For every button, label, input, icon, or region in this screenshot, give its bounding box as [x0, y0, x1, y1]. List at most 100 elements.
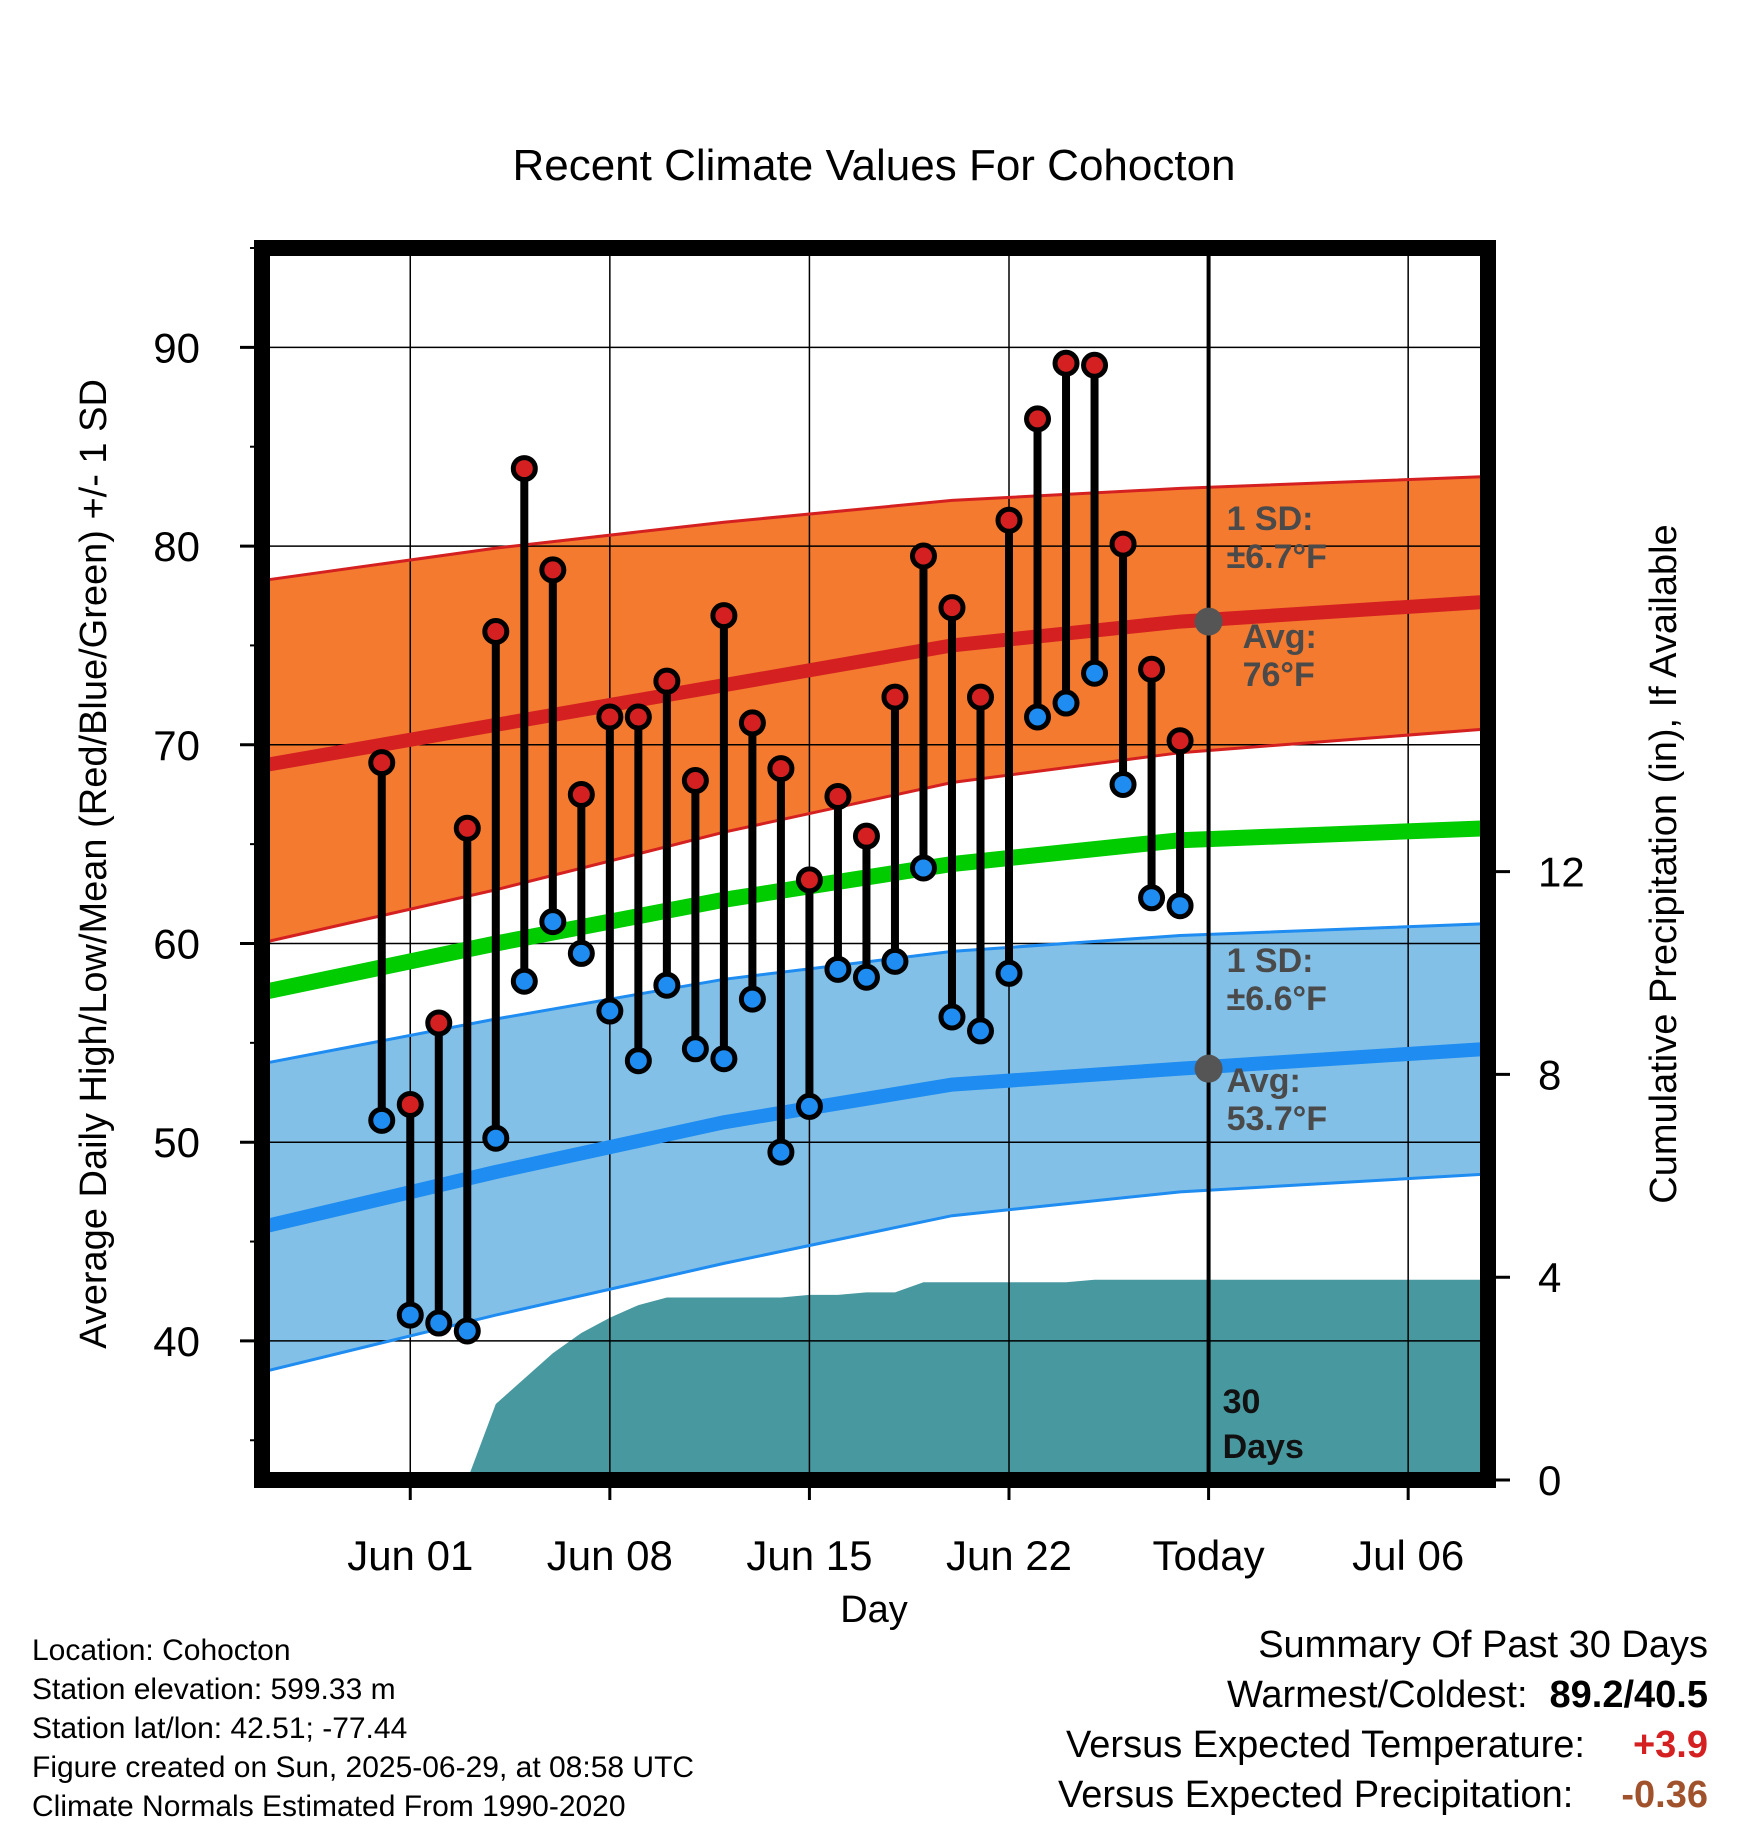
daily-high-point	[396, 1090, 424, 1118]
daily-high-point	[596, 703, 624, 731]
daily-low-point	[1024, 703, 1052, 731]
y-tick-label-left: 80	[153, 523, 200, 570]
daily-high-point	[909, 542, 937, 570]
daily-high-point	[425, 1009, 453, 1037]
x-tick-label: Jul 06	[1352, 1532, 1464, 1579]
daily-low-point	[995, 959, 1023, 987]
x-tick-label: Today	[1153, 1532, 1265, 1579]
y-tick-label-left: 70	[153, 722, 200, 769]
daily-low-point	[368, 1106, 396, 1134]
daily-low-point	[710, 1045, 738, 1073]
daily-high-point	[539, 556, 567, 584]
temp-label: Versus Expected Temperature:	[1066, 1724, 1585, 1766]
daily-low-point	[596, 997, 624, 1025]
y-tick-label-right: 4	[1538, 1254, 1561, 1301]
daily-low-point	[1052, 689, 1080, 717]
daily-high-point	[995, 506, 1023, 534]
daily-low-point	[824, 955, 852, 983]
summary-precipitation: Versus Expected Precipitation: -0.36	[1058, 1776, 1708, 1814]
daily-high-point	[1138, 655, 1166, 683]
elevation-text: Station elevation: 599.33 m	[32, 1673, 396, 1706]
average-low-line	[266, 1041, 1488, 1233]
high-sd-band	[267, 476, 1488, 942]
precip-label: Versus Expected Precipitation:	[1057, 1774, 1574, 1816]
summary-temperature: Versus Expected Temperature: +3.9	[1066, 1726, 1708, 1764]
daily-high-point	[881, 683, 909, 711]
warm-cold-value: 89.2/40.5	[1549, 1674, 1708, 1716]
today-low-avg-marker	[1194, 1054, 1223, 1083]
days-label-text: Days	[1223, 1428, 1304, 1466]
daily-high-point	[1166, 727, 1194, 755]
daily-high-point	[824, 782, 852, 810]
high-sd-value: ±6.7°F	[1227, 538, 1327, 576]
daily-low-point	[567, 939, 595, 967]
daily-high-point	[653, 667, 681, 695]
y-tick-label-left: 90	[153, 324, 200, 371]
daily-low-point	[539, 908, 567, 936]
y-tick-label-left: 40	[153, 1318, 200, 1365]
x-tick-label: Jun 22	[946, 1532, 1072, 1579]
daily-high-point	[624, 703, 652, 731]
summary-heading: Summary Of Past 30 Days	[1258, 1624, 1708, 1666]
daily-high-point	[1052, 349, 1080, 377]
latlon-text: Station lat/lon: 42.51; -77.44	[32, 1712, 408, 1745]
daily-low-point	[909, 854, 937, 882]
daily-high-point	[482, 618, 510, 646]
daily-high-point	[966, 683, 994, 711]
high-avg-value: 76°F	[1243, 656, 1315, 694]
precip-value: -0.36	[1621, 1774, 1708, 1816]
daily-low-point	[681, 1035, 709, 1063]
daily-high-point	[681, 767, 709, 795]
daily-high-point	[368, 749, 396, 777]
high-plus-sd-line	[267, 475, 1488, 582]
chart-title: Recent Climate Values For Cohocton	[512, 141, 1235, 190]
daily-low-point	[881, 947, 909, 975]
daily-high-point	[710, 602, 738, 630]
x-tick-label: Jun 08	[547, 1532, 673, 1579]
daily-high-point	[510, 455, 538, 483]
daily-low-point	[396, 1301, 424, 1329]
x-axis-label: Day	[840, 1589, 908, 1631]
daily-high-point	[852, 822, 880, 850]
high-sd-label: 1 SD:	[1227, 500, 1314, 538]
daily-low-point	[510, 967, 538, 995]
daily-high-point	[1024, 405, 1052, 433]
normals-text: Climate Normals Estimated From 1990-2020	[32, 1790, 626, 1823]
warm-cold-label: Warmest/Coldest:	[1226, 1674, 1528, 1716]
precipitation-area	[467, 1279, 1488, 1480]
daily-high-point	[767, 755, 795, 783]
daily-high-point	[567, 780, 595, 808]
daily-high-point	[1109, 530, 1137, 558]
low-avg-label: Avg:	[1227, 1062, 1301, 1100]
daily-low-point	[966, 1017, 994, 1045]
daily-low-point	[852, 963, 880, 991]
plot-frame	[254, 240, 1496, 1488]
daily-low-point	[795, 1092, 823, 1120]
temp-value: +3.9	[1632, 1724, 1708, 1766]
created-text: Figure created on Sun, 2025-06-29, at 08…	[32, 1751, 695, 1784]
daily-low-point	[453, 1317, 481, 1345]
daily-low-point	[738, 985, 766, 1013]
summary-warm-cold: Warmest/Coldest: 89.2/40.5	[1227, 1676, 1708, 1714]
daily-low-point	[938, 1003, 966, 1031]
y-tick-label-left: 50	[153, 1119, 200, 1166]
y-tick-label-right: 12	[1538, 849, 1585, 896]
daily-low-point	[1081, 659, 1109, 687]
daily-low-point	[653, 971, 681, 999]
y-axis-label-left: Average Daily High/Low/Mean (Red/Blue/Gr…	[73, 379, 115, 1349]
y-tick-label-left: 60	[153, 920, 200, 967]
daily-high-point	[938, 594, 966, 622]
x-tick-label: Jun 01	[347, 1532, 473, 1579]
average-high-line	[266, 594, 1488, 772]
daily-low-point	[425, 1309, 453, 1337]
today-high-avg-marker	[1194, 607, 1223, 636]
high-avg-label: Avg:	[1243, 618, 1317, 656]
daily-high-point	[795, 866, 823, 894]
low-avg-value: 53.7°F	[1227, 1100, 1328, 1138]
x-tick-label: Jun 15	[746, 1532, 872, 1579]
y-tick-label-right: 8	[1538, 1051, 1561, 1098]
daily-low-point	[482, 1124, 510, 1152]
low-sd-band	[267, 923, 1488, 1371]
y-axis-label-right: Cumulative Precipitation (in), If Availa…	[1643, 524, 1685, 1203]
